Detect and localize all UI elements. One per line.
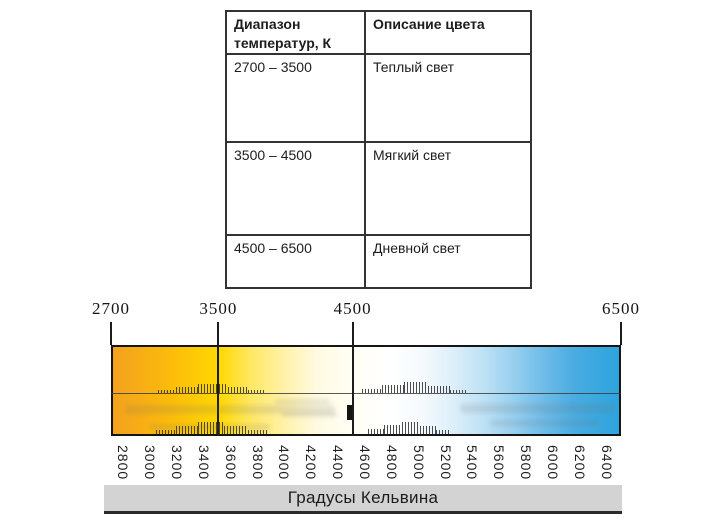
- kelvin-tick-label: 3600: [222, 445, 239, 481]
- bar-smudge: [275, 399, 330, 404]
- scale-tick-line: [110, 322, 112, 345]
- bar-smudge: [460, 404, 615, 413]
- bar-smudge: [490, 420, 600, 426]
- kelvin-tick-label: 5600: [491, 445, 508, 481]
- description-cell: Дневной свет: [364, 234, 532, 289]
- kelvin-tick-label: 6000: [544, 445, 561, 481]
- kelvin-tick-label: 4200: [303, 445, 320, 481]
- kelvin-tick-label: 3800: [249, 445, 266, 481]
- kelvin-tick-label: 6400: [598, 445, 615, 481]
- scale-tick-line: [351, 322, 354, 436]
- kelvin-tick-label: 4000: [276, 445, 293, 481]
- description-cell: Мягкий свет: [364, 141, 532, 236]
- kelvin-tick-label: 4800: [383, 445, 400, 481]
- kelvin-tick-label: 5800: [518, 445, 535, 481]
- kelvin-tick-label: 5200: [437, 445, 454, 481]
- description-column-header: Описание цвета: [364, 10, 532, 55]
- kelvin-tick-label: 5000: [410, 445, 427, 481]
- range-cell: 2700 – 3500: [225, 53, 366, 143]
- scale-tick-line: [217, 322, 220, 436]
- bar-smudge: [282, 412, 337, 417]
- kelvin-tick-label: 3000: [142, 445, 159, 481]
- range-cell: 3500 – 4500: [225, 141, 366, 236]
- kelvin-tick-label: 4400: [330, 445, 347, 481]
- scale-caption-bar: Градусы Кельвина: [104, 485, 622, 514]
- table-row: 3500 – 4500 Мягкий свет: [225, 141, 532, 236]
- temperature-table: Диапазон температур, К Описание цвета 27…: [225, 10, 532, 289]
- description-cell: Теплый свет: [364, 53, 532, 143]
- kelvin-tick-label: 5400: [464, 445, 481, 481]
- kelvin-tick-label: 4600: [357, 445, 373, 481]
- gradient-bar-4500-marker: [347, 405, 352, 420]
- kelvin-tick-label: 3200: [169, 445, 186, 481]
- scale-top-label: 4500: [333, 299, 372, 318]
- range-cell: 4500 – 6500: [225, 234, 366, 289]
- scale-caption: Градусы Кельвина: [287, 488, 439, 507]
- kelvin-tick-label: 2800: [115, 445, 132, 481]
- scale-top-label: 2700: [92, 299, 130, 318]
- bar-smudge: [125, 405, 335, 414]
- tick-comb: [156, 422, 268, 434]
- bar-smudge: [150, 424, 270, 430]
- kelvin-tick-label: 3400: [195, 445, 212, 481]
- tick-comb: [158, 384, 264, 393]
- table-header-row: Диапазон температур, К Описание цвета: [225, 10, 532, 55]
- tick-comb: [368, 422, 450, 434]
- scale-tick-line: [620, 322, 622, 345]
- scale-top-label: 6500: [602, 299, 640, 318]
- scale-top-label: 3500: [199, 299, 238, 318]
- table-row: 4500 – 6500 Дневной свет: [225, 234, 532, 289]
- tick-comb: [362, 382, 468, 393]
- table-row: 2700 – 3500 Теплый свет: [225, 53, 532, 143]
- range-column-header: Диапазон температур, К: [225, 10, 366, 55]
- gradient-bar-midline: [111, 393, 621, 394]
- kelvin-tick-label: 6200: [571, 445, 588, 481]
